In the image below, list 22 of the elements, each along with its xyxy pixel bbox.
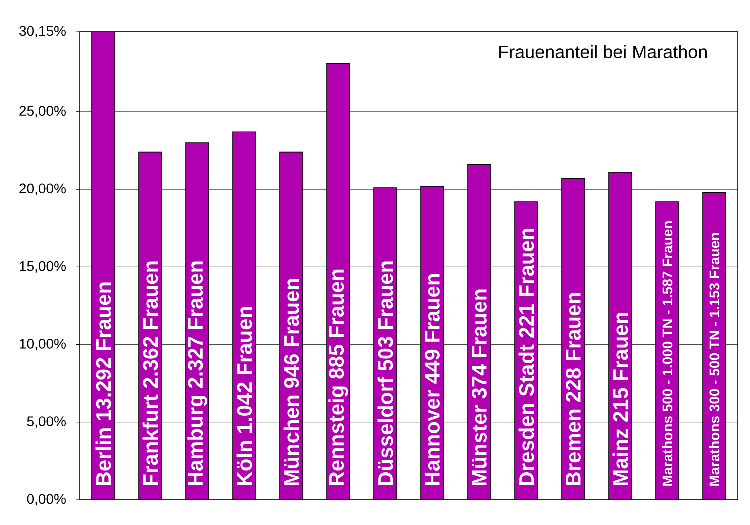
y-tick-label: 5,00% bbox=[27, 416, 66, 428]
y-tick-label: 25,00% bbox=[20, 106, 66, 118]
x-tick-label: Köln 1.042 Frauen bbox=[236, 307, 252, 486]
y-tick-label: 15,00% bbox=[20, 261, 66, 273]
y-tick-label: 10,00% bbox=[20, 338, 66, 351]
x-tick-label: Marathons 500 - 1.000 TN - 1.587 Frauen bbox=[662, 222, 673, 486]
x-tick-label: Rennsteig 885 Frauen bbox=[328, 270, 348, 486]
x-tick-label: Düsseldorf 503 Frauen bbox=[378, 262, 394, 486]
x-tick-label: Bremen 228 Frauen bbox=[566, 293, 581, 486]
x-tick-label: Marathons 300 - 500 TN - 1.153 Frauen bbox=[709, 233, 720, 486]
y-tick-label: 30,15% bbox=[20, 26, 66, 38]
x-tick-label: Dresden Stadt 221 Frauen bbox=[518, 229, 534, 486]
y-tick-label: 0,00% bbox=[27, 494, 66, 506]
x-tick-label: Hannover 449 Frauen bbox=[425, 274, 440, 486]
y-tick-label: 20,00% bbox=[20, 184, 66, 196]
x-tick-label: Berlin 13.292 Frauen bbox=[96, 282, 112, 486]
x-tick-label: Hamburg 2.327 Frauen bbox=[188, 262, 208, 486]
x-tick-label: Münster 374 Frauen bbox=[472, 290, 487, 486]
x-tick-label: München 946 Frauen bbox=[284, 279, 300, 486]
x-tick-label: Frankfurt 2.362 Frauen bbox=[142, 262, 158, 486]
text: Frauenanteil bei Marathon bbox=[500, 45, 707, 59]
x-tick-label: Mainz 215 Frauen bbox=[612, 313, 628, 486]
